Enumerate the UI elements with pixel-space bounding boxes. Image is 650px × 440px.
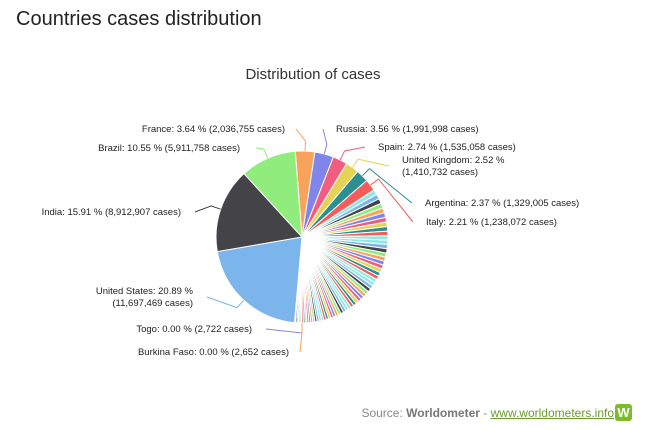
data-label-argentina: Argentina: 2.37 % (1,329,005 cases) <box>425 198 579 209</box>
data-label-burkina-faso: Burkina Faso: 0.00 % (2,652 cases) <box>138 347 289 358</box>
connector-togo <box>265 323 303 334</box>
data-label-connectors <box>194 128 414 353</box>
source-label: Source: <box>361 406 403 420</box>
worldometer-logo-icon[interactable]: W <box>615 404 632 421</box>
connector-argentina <box>362 167 413 204</box>
data-label-spain: Spain: 2.74 % (1,535,058 cases) <box>378 142 516 153</box>
connector-india <box>194 205 221 213</box>
data-label-brazil: Brazil: 10.55 % (5,911,758 cases) <box>98 143 240 154</box>
data-label-france: France: 3.64 % (2,036,755 cases) <box>142 124 285 135</box>
pie-slices <box>215 150 389 324</box>
data-labels: United States: 20.89 % (11,697,469 cases)… <box>42 124 580 358</box>
connector-spain <box>339 146 366 161</box>
connector-united-states <box>206 296 245 309</box>
connector-united-kingdom <box>351 158 390 168</box>
connector-russia <box>322 128 328 155</box>
data-label-united-kingdom: United Kingdom: 2.52 % (1,410,732 cases) <box>402 155 505 178</box>
page-title: Countries cases distribution <box>16 8 262 30</box>
source-separator: - <box>483 406 488 420</box>
source-credit: Source: Worldometer - www.worldometers.i… <box>361 406 614 420</box>
data-label-togo: Togo: 0.00 % (2,722 cases) <box>136 324 252 335</box>
connector-italy <box>370 178 414 223</box>
slice-united-states[interactable] <box>216 236 303 324</box>
data-label-india: India: 15.91 % (8,912,907 cases) <box>42 207 181 218</box>
slice-india[interactable] <box>215 172 303 253</box>
data-label-russia: Russia: 3.56 % (1,991,998 cases) <box>336 124 479 135</box>
connector-burkina-faso <box>299 323 303 353</box>
data-label-united-states: United States: 20.89 % (11,697,469 cases) <box>96 286 194 309</box>
chart-title: Distribution of cases <box>245 66 380 83</box>
data-label-italy: Italy: 2.21 % (1,238,072 cases) <box>426 217 557 228</box>
connector-brazil <box>255 147 269 159</box>
source-link[interactable]: www.worldometers.info <box>490 406 614 420</box>
source-name: Worldometer <box>406 406 480 420</box>
connector-france <box>295 128 306 152</box>
